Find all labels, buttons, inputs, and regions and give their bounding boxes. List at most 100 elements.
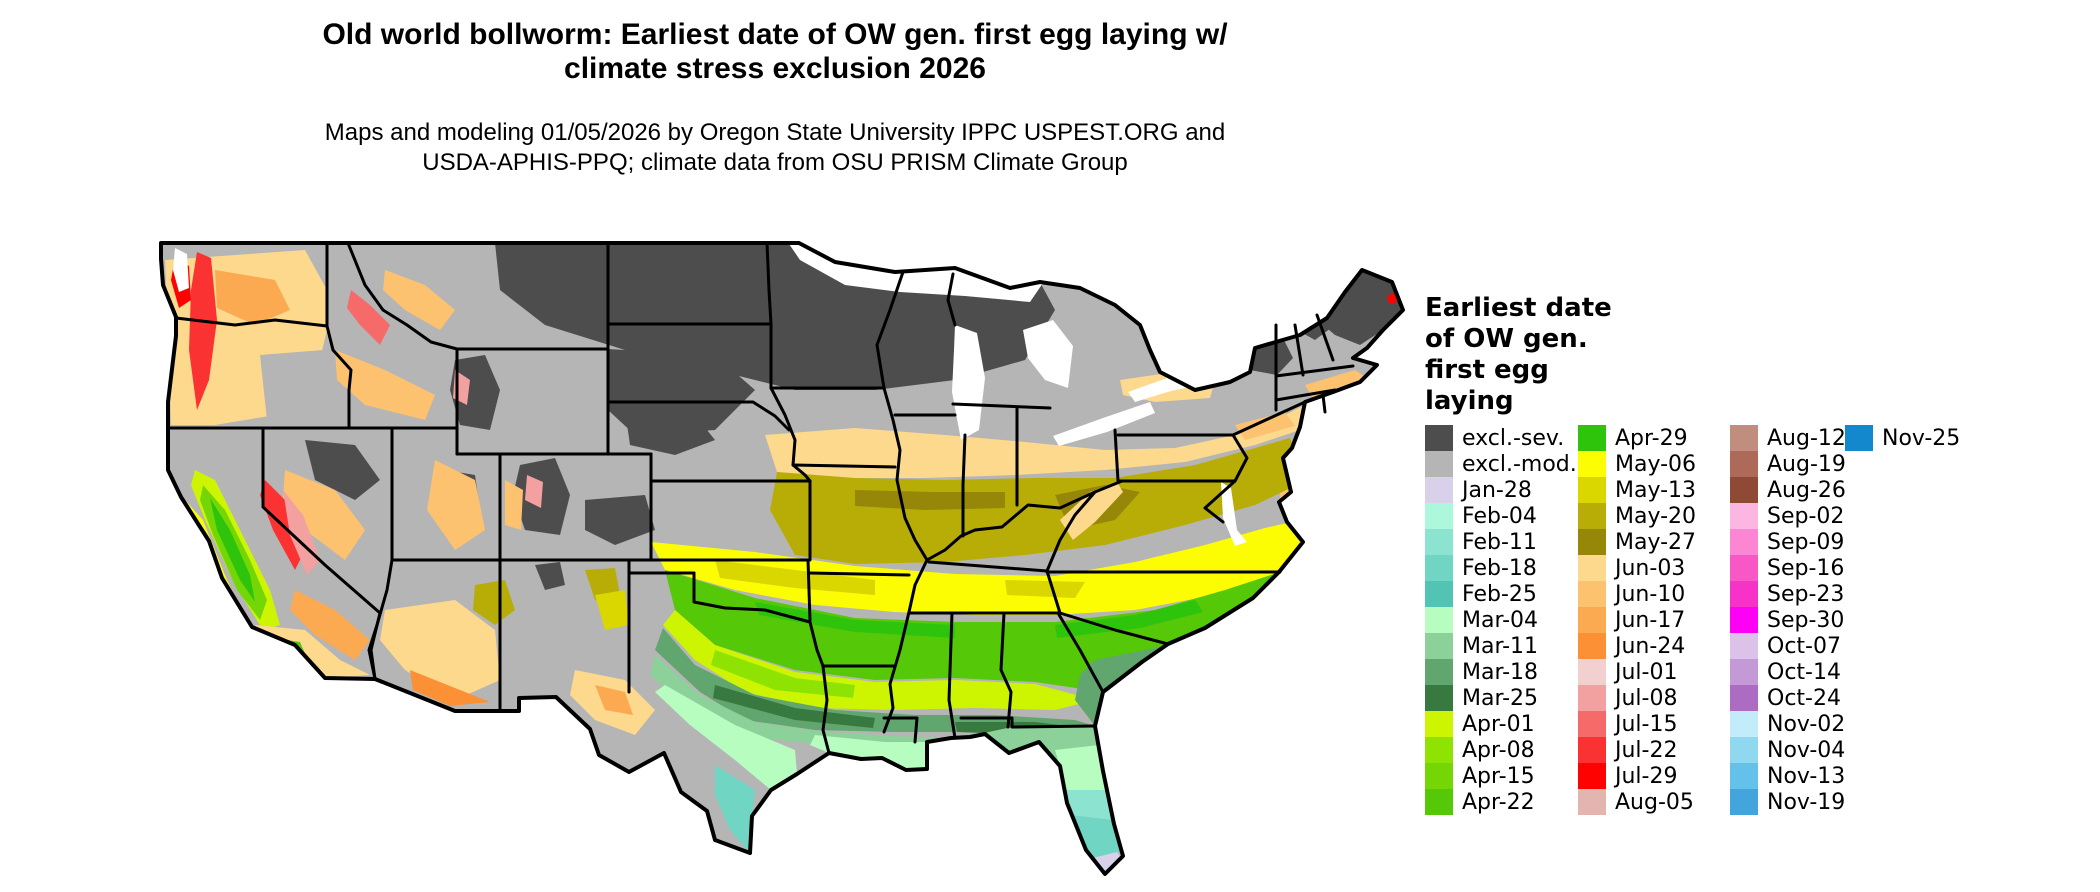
border-il-in <box>961 433 967 538</box>
legend-swatch <box>1425 789 1453 815</box>
legend-item-apr-22: Apr-22 <box>1425 789 1577 815</box>
region-columbia-basin-jun17 <box>215 270 290 325</box>
region-gulf-plain-west-mar25 <box>713 685 875 728</box>
border-mn-west <box>765 241 773 390</box>
region-rio-grande-valley-feb18 <box>715 765 755 853</box>
legend-item-jun-24: Jun-24 <box>1578 633 1696 659</box>
border-red-river <box>692 571 812 624</box>
legend-item-may-13: May-13 <box>1578 477 1696 503</box>
legend-title-line4: laying <box>1425 386 1514 416</box>
legend-item-jun-10: Jun-10 <box>1578 581 1696 607</box>
legend-item-nov-13: Nov-13 <box>1730 763 1846 789</box>
border-ca-nv <box>261 426 382 615</box>
legend-label: Mar-11 <box>1462 633 1539 659</box>
border-missouri-river <box>769 386 812 483</box>
border-ky-tn <box>927 560 1049 573</box>
legend-swatch <box>1425 425 1453 451</box>
border-ms-al <box>947 611 957 740</box>
legend-label: Feb-04 <box>1462 503 1537 529</box>
legend-label: Oct-24 <box>1767 685 1841 711</box>
legend-swatch <box>1578 425 1606 451</box>
legend-label: Apr-15 <box>1462 763 1535 789</box>
border-nc-sc <box>1058 611 1170 646</box>
legend-item-apr-15: Apr-15 <box>1425 763 1577 789</box>
legend-swatch <box>1730 503 1758 529</box>
legend-label: Feb-25 <box>1462 581 1537 607</box>
region-appalachian-valleys-jun03 <box>1060 482 1123 540</box>
region-snake-river-plain-jun10 <box>335 350 435 420</box>
legend-item-jul-15: Jul-15 <box>1578 711 1696 737</box>
region-northern-new-mexico-excl-sev <box>535 562 565 590</box>
legend-label: Feb-11 <box>1462 529 1537 555</box>
legend-title-line1: Earliest date <box>1425 293 1612 323</box>
legend-item-may-20: May-20 <box>1578 503 1696 529</box>
legend-label: Jul-01 <box>1615 659 1678 685</box>
legend-label: Jun-03 <box>1615 555 1686 581</box>
legend-label: Aug-26 <box>1767 477 1846 503</box>
legend-label: Sep-09 <box>1767 529 1845 555</box>
region-wyoming-rockies-excl-sev <box>450 355 500 430</box>
region-south-texas-mar04 <box>655 685 797 790</box>
legend-label: Apr-29 <box>1615 425 1688 451</box>
region-central-florida-mar04 <box>1055 745 1107 803</box>
legend-swatch <box>1578 581 1606 607</box>
lake-erie <box>1053 402 1155 446</box>
legend-item-mar-11: Mar-11 <box>1425 633 1577 659</box>
border-potomac <box>1203 479 1237 524</box>
region-eastern-colorado-excl-sev <box>585 495 655 545</box>
legend-label: Oct-14 <box>1767 659 1841 685</box>
map-title-line2: climate stress exclusion 2026 <box>564 52 986 85</box>
border-ia-mo <box>791 463 897 469</box>
border-pa-east <box>1231 433 1249 483</box>
legend-swatch <box>1578 711 1606 737</box>
legend-item-oct-07: Oct-07 <box>1730 633 1846 659</box>
legend-swatch <box>1425 555 1453 581</box>
lake-michigan <box>952 325 985 440</box>
legend-item-sep-09: Sep-09 <box>1730 529 1846 555</box>
legend-swatch <box>1425 581 1453 607</box>
legend-swatch <box>1425 737 1453 763</box>
map-subtitle-line1: Maps and modeling 01/05/2026 by Oregon S… <box>324 119 1226 146</box>
legend-label: Jan-28 <box>1462 477 1532 503</box>
legend-swatch <box>1730 477 1758 503</box>
legend-swatch <box>1845 425 1873 451</box>
legend-item-jul-01: Jul-01 <box>1578 659 1696 685</box>
legend-item-nov-19: Nov-19 <box>1730 789 1846 815</box>
lake-ontario <box>1128 370 1213 402</box>
region-oklahoma-may13 <box>715 560 875 595</box>
legend-item-aug-05: Aug-05 <box>1578 789 1696 815</box>
legend-item-jun-03: Jun-03 <box>1578 555 1696 581</box>
legend-label: Jul-29 <box>1615 763 1678 789</box>
legend-swatch <box>1578 789 1606 815</box>
region-gulf-shore-mar04 <box>810 735 1039 770</box>
legend-label: Sep-30 <box>1767 607 1845 633</box>
border-sd-ne <box>606 400 791 432</box>
region-eastern-new-mexico-may20 <box>585 568 620 600</box>
legend-swatch <box>1425 763 1453 789</box>
legend-label: Nov-04 <box>1767 737 1846 763</box>
legend-swatch <box>1425 477 1453 503</box>
border-ny-nj <box>1231 400 1307 437</box>
legend-swatch <box>1578 503 1606 529</box>
border-ga-sc <box>1056 611 1105 694</box>
border-mo-ar <box>808 571 911 577</box>
legend-column-4: Nov-25 <box>1845 425 1960 451</box>
region-mojave-jun17 <box>290 590 370 660</box>
legend-label: Jun-10 <box>1615 581 1686 607</box>
legend-swatch <box>1578 659 1606 685</box>
region-texas-hill-country-apr08 <box>711 650 855 698</box>
legend-column-1: excl.-sev. excl.-mod. Jan-28 Feb-04 Feb-11 Fe… <box>1425 425 1577 815</box>
legend-swatch <box>1578 685 1606 711</box>
legend-swatch <box>1730 763 1758 789</box>
region-mogollon-may20 <box>473 580 515 625</box>
legend-swatch <box>1578 607 1606 633</box>
state-borders <box>166 241 1355 755</box>
legend-title-line2: of OW gen. <box>1425 324 1588 354</box>
legend-item-oct-14: Oct-14 <box>1730 659 1846 685</box>
region-nevada-valleys-jun10 <box>283 470 365 560</box>
map-subtitle: Maps and modeling 01/05/2026 by Oregon S… <box>0 118 1550 178</box>
legend-column-2: Apr-29 May-06 May-13 May-20 May-27 Jun-03 Jun-… <box>1578 425 1696 815</box>
map-title-line1: Old world bollworm: Earliest date of OW … <box>322 18 1228 51</box>
legend-label: Mar-04 <box>1462 607 1539 633</box>
